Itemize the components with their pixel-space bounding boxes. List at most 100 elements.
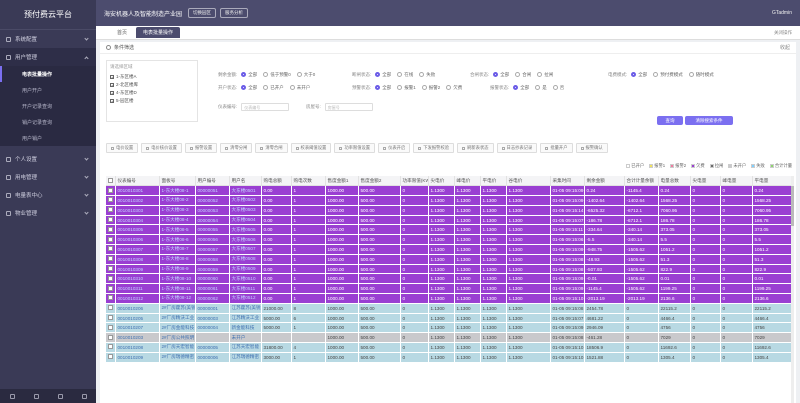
subnav-user-open[interactable]: 用户开户 [0, 82, 96, 98]
table-row[interactable]: 0010010309 1-东大楼08-9 00000059 大东楼0509 0.00 1 1… [106, 264, 792, 275]
row-checkbox[interactable] [106, 342, 116, 353]
table-row[interactable]: 0010010303 1-东大楼08-3 00000053 大东楼0503 0.00 1 1… [106, 205, 792, 216]
clear-filter-button[interactable]: 清除搜索条件 [685, 116, 733, 125]
radio-option[interactable]: 否 [552, 85, 564, 91]
expand-icon[interactable]: + [110, 83, 114, 88]
toolbar-button[interactable]: 功率限值设置 [334, 143, 376, 153]
row-checkbox[interactable] [106, 215, 116, 226]
row-checkbox[interactable] [106, 234, 116, 246]
tree-node[interactable]: +1-东区楼A [110, 73, 194, 81]
radio-option[interactable]: 失败 [419, 72, 435, 78]
row-checkbox[interactable] [106, 352, 116, 363]
radio-option[interactable]: 全部 [375, 72, 391, 78]
table-row[interactable]: 0010010307 1-东大楼08-7 00000057 大东楼0507 0.00 1 1… [106, 244, 792, 255]
column-header[interactable]: 功率限值(KW) [400, 176, 429, 187]
radio-option[interactable]: 大于0 [296, 72, 315, 78]
nav-electric-management[interactable]: 用电管理 [0, 168, 96, 186]
table-row[interactable]: 0010010301 1-东大楼08-1 00000051 大东楼0501 0.00 1 1… [106, 185, 792, 197]
subnav-close-records[interactable]: 销户记录查询 [0, 114, 96, 130]
person-icon[interactable] [33, 393, 39, 399]
column-header[interactable]: 仪表编号 [115, 176, 160, 187]
table-row[interactable]: 0010010207 2#厂房金能科技 00000004 新金能科技 5000.00 1 1… [106, 322, 792, 334]
radio-option[interactable]: 是 [535, 85, 547, 91]
toolbar-button[interactable]: 报警设置 [184, 143, 218, 153]
table-row[interactable]: 0010010311 1-东大楼08-11 00000061 大东楼0511 0.00 1… [106, 283, 792, 295]
row-checkbox[interactable] [106, 224, 116, 236]
radio-option[interactable]: 全部 [631, 72, 647, 78]
table-row[interactable]: 0010010203 2#厂房公共照明 未开户 1000.00 500.00 0 1.130… [106, 332, 792, 344]
lock-icon[interactable] [57, 393, 63, 399]
column-header[interactable]: 用户编号 [195, 176, 230, 187]
expand-icon[interactable]: + [110, 75, 114, 80]
column-header[interactable]: 峰电量 [720, 176, 753, 187]
column-header[interactable]: 购电总额 [261, 176, 292, 187]
radio-option[interactable]: 报警2 [421, 85, 440, 91]
table-row[interactable]: 0010010308 1-东大楼08-8 00000058 大东楼0508 0.00 1 1… [106, 254, 792, 265]
switch-park-button[interactable]: 切换园区 [188, 8, 217, 18]
toolbar-button[interactable]: 电价核价设置 [141, 143, 182, 153]
nav-system-config[interactable]: 系统配置 [0, 30, 96, 48]
user-menu[interactable]: GTadmin [771, 10, 792, 16]
table-row[interactable]: 0010010312 1-东大楼08-12 00000062 大东楼0512 0.00 1… [106, 293, 792, 304]
radio-option[interactable]: 欠费 [446, 85, 462, 91]
column-header[interactable]: 平电价 [480, 176, 507, 187]
power-icon[interactable] [81, 393, 87, 399]
table-row[interactable]: 0010010304 1-东大楼08-4 00000054 大东楼0504 0.00 1 1… [106, 215, 792, 226]
collapse-button[interactable]: 收起 [779, 45, 790, 51]
column-header[interactable]: 电量总数 [658, 176, 691, 187]
monitor-icon[interactable] [9, 393, 15, 399]
radio-option[interactable]: 随时模式 [688, 72, 714, 78]
column-header[interactable]: 采集时间 [550, 176, 585, 187]
table-row[interactable]: 0010010310 1-东大楼08-10 00000060 大东楼0510 0.00 1… [106, 273, 792, 285]
subnav-open-records[interactable]: 开户记录查询 [0, 98, 96, 114]
nav-personal-settings[interactable]: 个人设置 [0, 150, 96, 168]
room-no-input[interactable]: 房屋号 [324, 102, 373, 111]
radio-option[interactable]: 报警1 [397, 85, 416, 91]
table-row[interactable]: 0010010205 2#厂房精沃工业 00000003 江苏精沃工业 5000.00 6… [106, 313, 792, 324]
expand-icon[interactable]: + [110, 99, 114, 104]
column-header[interactable]: 谷电价 [506, 176, 551, 187]
radio-option[interactable]: 全部 [241, 85, 257, 91]
row-checkbox[interactable] [106, 205, 116, 216]
radio-option[interactable]: 已开户 [263, 85, 284, 91]
column-header[interactable]: 合计计量余额 [624, 176, 659, 187]
column-header[interactable]: 购电次数 [291, 176, 326, 187]
radio-option[interactable]: 全部 [375, 85, 391, 91]
radio-option[interactable]: 低于预警0 [263, 72, 291, 78]
table-row[interactable]: 0010010209 2#厂房瑞德精密 00000006 江苏瑞德精密 3000.00 1… [106, 352, 792, 363]
subnav-meter-batch[interactable]: 电表批量操作 [0, 66, 96, 82]
meter-no-input[interactable]: 仪表编号 [241, 102, 290, 111]
column-header[interactable]: 剩余金额 [584, 176, 625, 187]
row-checkbox[interactable] [106, 322, 116, 334]
toolbar-button[interactable]: 批量开户 [540, 143, 573, 153]
table-row[interactable]: 0010010305 1-东大楼08-5 00000055 大东楼0505 0.00 1 1… [106, 224, 792, 236]
radio-option[interactable]: 拉闸 [537, 72, 553, 78]
close-all-tabs-button[interactable]: 关闭操作 [774, 29, 792, 35]
radio-option[interactable]: 在线 [397, 72, 413, 78]
radio-option[interactable]: 全部 [493, 72, 509, 78]
column-header[interactable]: 尖电价 [428, 176, 455, 187]
column-header[interactable]: 用户名 [229, 176, 262, 187]
toolbar-button[interactable]: 日志抄表记录 [496, 143, 538, 153]
row-checkbox[interactable] [106, 293, 116, 304]
column-header[interactable]: 面板号 [159, 176, 196, 187]
row-checkbox[interactable] [106, 244, 116, 255]
tab-meter-batch[interactable]: 电表批量操作 [136, 27, 181, 38]
radio-option[interactable]: 全部 [241, 72, 257, 78]
row-checkbox[interactable] [106, 283, 116, 295]
tree-node[interactable]: +2-北区楼库 [110, 81, 194, 89]
radio-option[interactable]: 未开户 [289, 85, 310, 91]
row-checkbox[interactable] [106, 185, 116, 197]
table-scrollbar[interactable] [791, 176, 794, 403]
select-all-checkbox[interactable] [106, 176, 116, 187]
service-analysis-button[interactable]: 服务分析 [220, 8, 249, 18]
scroll-thumb[interactable] [791, 186, 794, 226]
table-row[interactable]: 0010010306 1-东大楼08-6 00000056 大东楼0506 0.00 1 1… [106, 234, 792, 246]
tab-home[interactable]: 首页 [117, 30, 128, 36]
toolbar-button[interactable]: 清零合闸 [255, 143, 288, 153]
toolbar-button[interactable]: 下发报警校验 [413, 143, 455, 153]
column-header[interactable]: 售度金额1 [325, 176, 359, 187]
column-header[interactable]: 峰电价 [454, 176, 481, 187]
toolbar-button[interactable]: 电价设置 [106, 143, 139, 153]
row-checkbox[interactable] [106, 313, 116, 324]
